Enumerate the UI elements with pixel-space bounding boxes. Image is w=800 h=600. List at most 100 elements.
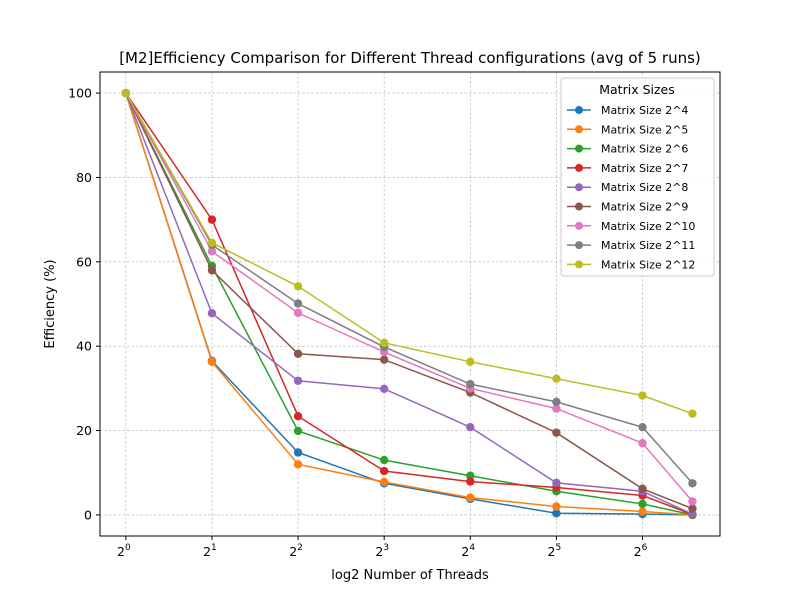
x-tick-exponent: 6 <box>642 543 648 553</box>
series-line <box>125 92 693 515</box>
legend-entry: Matrix Size 2^8 <box>567 181 688 194</box>
legend-marker <box>575 125 583 134</box>
data-point <box>466 422 475 432</box>
legend-label: Matrix Size 2^11 <box>601 239 695 252</box>
data-point <box>638 499 647 509</box>
data-point <box>466 493 475 502</box>
x-tick-exponent: 1 <box>211 543 217 553</box>
x-ticks: 20 21 22 23 24 25 26 <box>117 536 648 559</box>
x-tick-base: 2 <box>117 544 125 559</box>
data-point <box>638 391 647 400</box>
data-point <box>207 215 217 224</box>
series-line <box>125 92 693 516</box>
y-tick-label: 40 <box>76 339 92 354</box>
legend-marker <box>575 183 583 192</box>
data-point <box>293 412 303 421</box>
series-line <box>125 92 693 502</box>
data-point <box>466 471 475 480</box>
data-point <box>207 357 217 366</box>
legend-entry: Matrix Size 2^4 <box>567 104 688 117</box>
data-point <box>379 338 389 348</box>
legend: Matrix Sizes Matrix Size 2^4 Matrix Size … <box>560 77 715 277</box>
data-point <box>207 309 217 318</box>
data-point <box>293 376 303 385</box>
data-point <box>552 509 561 518</box>
x-axis-label: log2 Number of Threads <box>331 568 489 583</box>
data-point <box>207 266 217 275</box>
data-point <box>688 497 697 506</box>
legend-entry: Matrix Size 2^11 <box>567 239 695 252</box>
data-point <box>466 357 475 366</box>
legend-label: Matrix Size 2^7 <box>601 162 688 175</box>
legend-entry: Matrix Size 2^7 <box>567 162 688 175</box>
x-tick-exponent: 5 <box>555 543 561 553</box>
x-tick-base: 2 <box>203 544 211 559</box>
y-axis-label: Efficiency (%) <box>43 259 58 348</box>
legend-entry: Matrix Size 2^5 <box>567 123 688 136</box>
data-point <box>688 409 697 418</box>
x-tick-label: 22 <box>289 543 303 559</box>
legend-marker <box>575 106 583 114</box>
x-tick-label: 20 <box>117 543 131 559</box>
legend-entry: Matrix Size 2^12 <box>567 258 695 271</box>
legend-frame <box>560 77 715 277</box>
series-line <box>125 92 693 415</box>
data-point <box>293 448 303 457</box>
x-tick-label: 21 <box>203 543 217 559</box>
data-point <box>638 422 647 432</box>
legend-marker <box>575 241 583 250</box>
data-point <box>638 484 647 493</box>
grid <box>100 72 720 536</box>
legend-marker <box>575 221 583 230</box>
series-line <box>125 92 693 510</box>
data-point <box>552 502 561 511</box>
data-point <box>293 426 303 436</box>
x-tick-base: 2 <box>634 544 642 559</box>
data-point <box>379 384 389 393</box>
data-point <box>293 460 303 469</box>
legend-label: Matrix Size 2^4 <box>601 104 688 117</box>
series-group <box>121 88 697 418</box>
y-ticks: 0 20 40 60 80 100 <box>68 86 100 522</box>
x-tick-base: 2 <box>461 544 469 559</box>
series-line <box>125 92 693 516</box>
chart-title: [M2]Efficiency Comparison for Different … <box>119 49 701 67</box>
data-point <box>688 504 697 513</box>
legend-marker <box>575 202 583 211</box>
x-tick-label: 26 <box>634 543 648 559</box>
x-tick-exponent: 3 <box>383 543 389 553</box>
data-point <box>379 455 389 465</box>
y-tick-label: 20 <box>76 423 92 438</box>
data-point <box>379 477 389 487</box>
y-tick-label: 80 <box>76 170 92 185</box>
legend-label: Matrix Size 2^8 <box>601 181 688 194</box>
data-point <box>552 478 561 488</box>
data-point <box>688 479 697 488</box>
x-tick-exponent: 0 <box>125 543 131 553</box>
legend-label: Matrix Size 2^5 <box>601 123 688 136</box>
data-point <box>293 299 303 308</box>
data-point <box>638 439 647 448</box>
legend-label: Matrix Size 2^12 <box>601 258 695 271</box>
legend-marker <box>575 163 583 172</box>
x-tick-base: 2 <box>289 544 297 559</box>
data-point <box>293 308 303 318</box>
data-point <box>121 88 131 98</box>
data-point <box>293 349 303 358</box>
data-point <box>552 404 561 413</box>
series-line <box>125 92 693 516</box>
x-tick-exponent: 2 <box>297 543 303 553</box>
legend-label: Matrix Size 2^6 <box>601 143 688 156</box>
legend-entry: Matrix Size 2^9 <box>567 201 688 214</box>
x-tick-label: 25 <box>548 543 562 559</box>
x-tick-label: 24 <box>461 543 475 559</box>
data-point <box>466 477 475 486</box>
series-lines <box>121 88 697 520</box>
x-tick-base: 2 <box>375 544 383 559</box>
data-point <box>552 374 561 383</box>
data-point <box>379 466 389 476</box>
data-point <box>552 428 561 437</box>
y-tick-label: 0 <box>84 507 92 522</box>
x-tick-label: 23 <box>375 543 389 559</box>
